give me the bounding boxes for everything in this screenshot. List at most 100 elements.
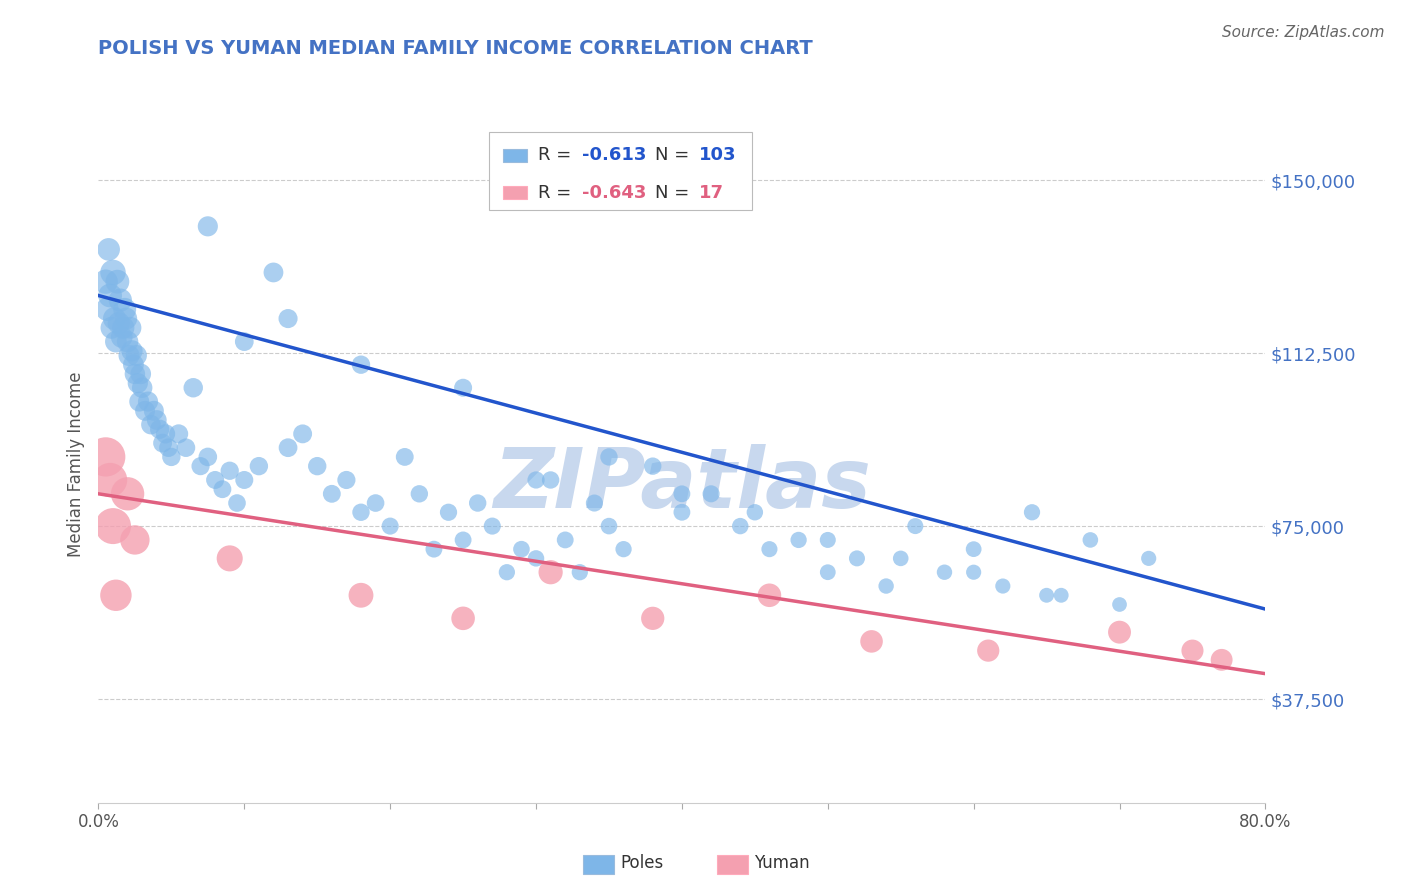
- FancyBboxPatch shape: [503, 186, 527, 200]
- Point: [1021, 505, 1043, 519]
- Point: [152, 436, 174, 450]
- Point: [1137, 551, 1160, 566]
- Point: [437, 505, 460, 519]
- Point: [481, 519, 503, 533]
- Point: [112, 320, 135, 334]
- Point: [335, 473, 357, 487]
- Point: [174, 441, 197, 455]
- Point: [467, 496, 489, 510]
- Point: [451, 533, 474, 547]
- Point: [197, 450, 219, 464]
- Point: [96, 302, 118, 317]
- Point: [962, 565, 984, 579]
- Text: 103: 103: [699, 146, 737, 164]
- Point: [321, 487, 343, 501]
- Point: [1108, 598, 1130, 612]
- Point: [98, 473, 121, 487]
- Text: 17: 17: [699, 184, 724, 202]
- Point: [583, 496, 606, 510]
- Point: [554, 533, 576, 547]
- Point: [758, 542, 780, 557]
- Point: [378, 519, 402, 533]
- Point: [97, 243, 120, 257]
- Point: [262, 265, 284, 279]
- Point: [860, 634, 883, 648]
- Point: [204, 473, 226, 487]
- Point: [612, 542, 634, 557]
- Point: [671, 487, 693, 501]
- Point: [190, 459, 212, 474]
- Point: [1080, 533, 1102, 547]
- Point: [122, 358, 145, 372]
- Point: [350, 588, 373, 602]
- Point: [218, 551, 240, 566]
- Text: R =: R =: [538, 146, 578, 164]
- Point: [598, 450, 620, 464]
- Point: [728, 519, 751, 533]
- Y-axis label: Median Family Income: Median Family Income: [66, 371, 84, 557]
- Point: [568, 565, 591, 579]
- Point: [247, 459, 270, 474]
- Point: [307, 459, 329, 474]
- Point: [350, 358, 373, 372]
- Point: [991, 579, 1014, 593]
- Point: [364, 496, 387, 510]
- Point: [167, 426, 190, 441]
- Point: [977, 643, 1000, 657]
- Text: R =: R =: [538, 184, 578, 202]
- Point: [1108, 625, 1130, 640]
- Point: [120, 320, 142, 334]
- Point: [598, 519, 620, 533]
- Text: POLISH VS YUMAN MEDIAN FAMILY INCOME CORRELATION CHART: POLISH VS YUMAN MEDIAN FAMILY INCOME COR…: [98, 39, 813, 58]
- Point: [787, 533, 810, 547]
- Point: [108, 316, 131, 330]
- Point: [845, 551, 868, 566]
- Text: Source: ZipAtlas.com: Source: ZipAtlas.com: [1222, 25, 1385, 40]
- Point: [524, 473, 547, 487]
- Point: [875, 579, 897, 593]
- Point: [962, 542, 984, 557]
- Point: [1050, 588, 1073, 602]
- Point: [105, 275, 128, 289]
- Point: [524, 551, 547, 566]
- Point: [671, 505, 693, 519]
- Point: [758, 588, 780, 602]
- Point: [540, 473, 562, 487]
- Point: [423, 542, 446, 557]
- Point: [1211, 653, 1233, 667]
- Point: [142, 404, 165, 418]
- Point: [291, 426, 314, 441]
- Point: [233, 473, 256, 487]
- Point: [218, 464, 240, 478]
- Point: [115, 311, 138, 326]
- Point: [277, 311, 299, 326]
- FancyBboxPatch shape: [503, 149, 527, 162]
- Point: [233, 334, 256, 349]
- Text: -0.613: -0.613: [582, 146, 645, 164]
- Point: [127, 376, 149, 391]
- Point: [98, 288, 121, 302]
- Point: [226, 496, 249, 510]
- Point: [408, 487, 430, 501]
- Point: [124, 367, 146, 381]
- Point: [136, 394, 159, 409]
- Point: [129, 367, 152, 381]
- Text: Yuman: Yuman: [754, 854, 810, 871]
- Point: [146, 413, 169, 427]
- Point: [277, 441, 299, 455]
- Point: [540, 565, 562, 579]
- Point: [117, 334, 139, 349]
- Point: [125, 349, 148, 363]
- Point: [128, 394, 150, 409]
- Point: [641, 459, 664, 474]
- Text: N =: N =: [655, 146, 695, 164]
- Point: [744, 505, 766, 519]
- Point: [495, 565, 517, 579]
- Point: [121, 343, 143, 358]
- Point: [118, 349, 141, 363]
- Point: [211, 482, 233, 496]
- Point: [451, 381, 474, 395]
- Point: [904, 519, 927, 533]
- Point: [131, 381, 153, 395]
- Point: [157, 441, 180, 455]
